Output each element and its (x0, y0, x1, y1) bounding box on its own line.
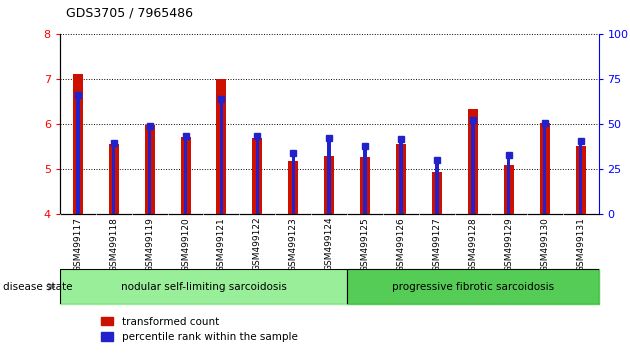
Bar (328, 138, 331, 214)
Bar (145, 125, 154, 214)
Bar (540, 123, 549, 214)
Bar (60, 269, 347, 304)
Text: GSM499123: GSM499123 (289, 217, 298, 272)
Text: GSM499118: GSM499118 (109, 217, 118, 272)
Bar (148, 126, 151, 214)
Bar (253, 138, 262, 214)
Bar (543, 123, 546, 214)
Text: disease state: disease state (3, 282, 72, 292)
Bar (217, 79, 226, 214)
Bar (292, 153, 295, 214)
Text: GDS3705 / 7965486: GDS3705 / 7965486 (66, 6, 193, 19)
Bar (184, 136, 187, 214)
Bar (112, 143, 115, 214)
Bar (471, 120, 474, 214)
Text: GSM499120: GSM499120 (181, 217, 190, 272)
Text: GSM499127: GSM499127 (432, 217, 442, 272)
Text: progressive fibrotic sarcoidosis: progressive fibrotic sarcoidosis (392, 282, 554, 292)
Bar (109, 144, 118, 214)
Text: GSM499128: GSM499128 (468, 217, 478, 272)
Text: nodular self-limiting sarcoidosis: nodular self-limiting sarcoidosis (120, 282, 287, 292)
Bar (181, 137, 190, 214)
Bar (220, 99, 223, 214)
Bar (504, 165, 513, 214)
Text: GSM499131: GSM499131 (576, 217, 585, 272)
Bar (576, 145, 585, 214)
Bar (468, 109, 478, 214)
Text: GSM499122: GSM499122 (253, 217, 262, 272)
Bar (396, 144, 406, 214)
Bar (435, 160, 438, 214)
Text: GSM499130: GSM499130 (540, 217, 549, 272)
Bar (289, 161, 298, 214)
Bar (73, 74, 83, 214)
Text: GSM499117: GSM499117 (73, 217, 83, 272)
Text: GSM499129: GSM499129 (504, 217, 513, 272)
Bar (324, 156, 334, 214)
Text: GSM499126: GSM499126 (396, 217, 406, 272)
Legend: transformed count, percentile rank within the sample: transformed count, percentile rank withi… (96, 313, 302, 346)
Bar (76, 95, 79, 214)
Bar (579, 141, 582, 214)
Text: GSM499125: GSM499125 (360, 217, 370, 272)
Bar (432, 172, 442, 214)
Bar (347, 269, 598, 304)
Bar (399, 139, 403, 214)
Bar (360, 157, 370, 214)
Text: GSM499121: GSM499121 (217, 217, 226, 272)
Text: GSM499119: GSM499119 (145, 217, 154, 272)
Text: GSM499124: GSM499124 (324, 217, 334, 272)
Bar (256, 136, 259, 214)
Bar (364, 145, 367, 214)
Bar (507, 155, 510, 214)
